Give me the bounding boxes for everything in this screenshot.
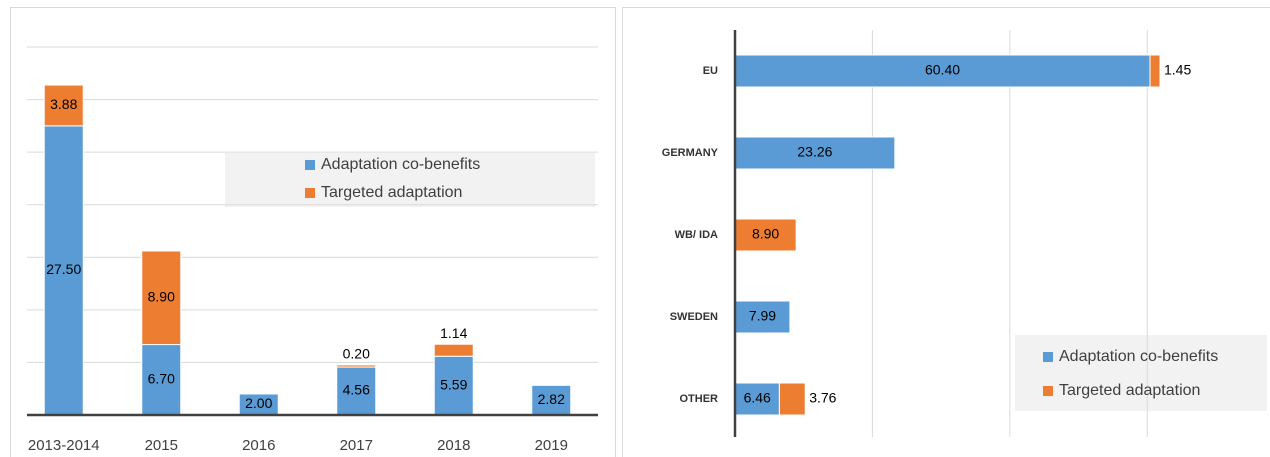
- bar-segment: [141, 250, 182, 346]
- bar-segment: [141, 344, 182, 416]
- bar-segment: [778, 382, 806, 416]
- x-tick-label: 2015: [145, 437, 178, 454]
- data-label: 3.88: [50, 96, 77, 112]
- y-tick-label: GERMANY: [662, 147, 719, 159]
- x-tick-label: 2013-2014: [28, 437, 100, 454]
- y-tick-label: OTHER: [680, 393, 719, 405]
- legend-swatch: [305, 160, 315, 170]
- legend-label: Adaptation co-benefits: [1059, 348, 1218, 365]
- data-label: 4.56: [343, 382, 370, 398]
- bar-segment: [433, 343, 474, 357]
- bar-segment: [336, 366, 377, 416]
- legend-swatch: [1043, 386, 1053, 396]
- legend-swatch: [1043, 352, 1053, 362]
- data-label: 23.26: [797, 144, 832, 160]
- bar-segment: [734, 136, 896, 170]
- legend-label: Targeted adaptation: [321, 184, 462, 201]
- data-label: 8.90: [148, 288, 175, 304]
- data-label: 1.14: [440, 325, 467, 341]
- data-label: 8.90: [752, 226, 779, 242]
- bar-segment: [43, 125, 84, 416]
- data-label: 0.20: [343, 346, 370, 362]
- data-label: 7.99: [749, 308, 776, 324]
- legend-swatch: [305, 188, 315, 198]
- y-tick-label: WB/ IDA: [675, 229, 718, 241]
- legend-left: [225, 153, 595, 207]
- data-label: 60.40: [925, 62, 960, 78]
- data-label: 5.59: [440, 376, 467, 392]
- x-tick-label: 2019: [535, 437, 568, 454]
- right-panel: [622, 7, 1270, 457]
- data-label: 2.00: [245, 395, 272, 411]
- data-label: 27.50: [46, 261, 81, 277]
- data-label: 6.70: [148, 370, 175, 386]
- left-panel: [10, 7, 616, 457]
- legend-right: [1015, 335, 1267, 411]
- data-label: 1.45: [1164, 62, 1191, 78]
- bar-segment: [734, 218, 797, 252]
- y-tick-label: SWEDEN: [670, 311, 718, 323]
- legend-label: Adaptation co-benefits: [321, 156, 480, 173]
- data-label: 6.46: [744, 390, 771, 406]
- legend-label: Targeted adaptation: [1059, 382, 1200, 399]
- x-tick-label: 2016: [242, 437, 275, 454]
- x-tick-label: 2018: [437, 437, 470, 454]
- bar-segment: [336, 364, 377, 368]
- y-tick-label: EU: [703, 65, 718, 77]
- bar-segment: [433, 355, 474, 416]
- bar-segment: [1149, 54, 1161, 88]
- data-label: 2.82: [538, 391, 565, 407]
- bar-segment: [734, 54, 1151, 88]
- x-tick-label: 2017: [340, 437, 373, 454]
- data-label: 3.76: [809, 390, 836, 406]
- bar-segment: [531, 384, 572, 416]
- bar-segment: [43, 84, 84, 127]
